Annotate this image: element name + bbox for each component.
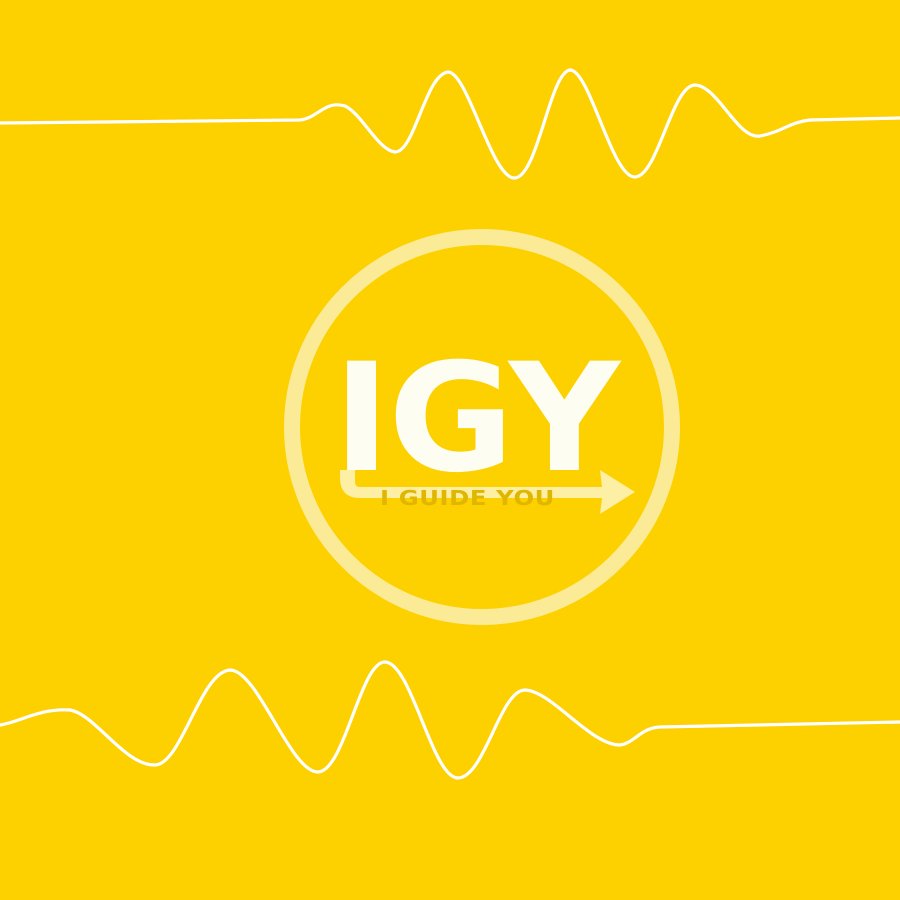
logo-tagline: I GUIDE YOU [380, 486, 555, 510]
logo-mark: IGY [333, 332, 622, 506]
